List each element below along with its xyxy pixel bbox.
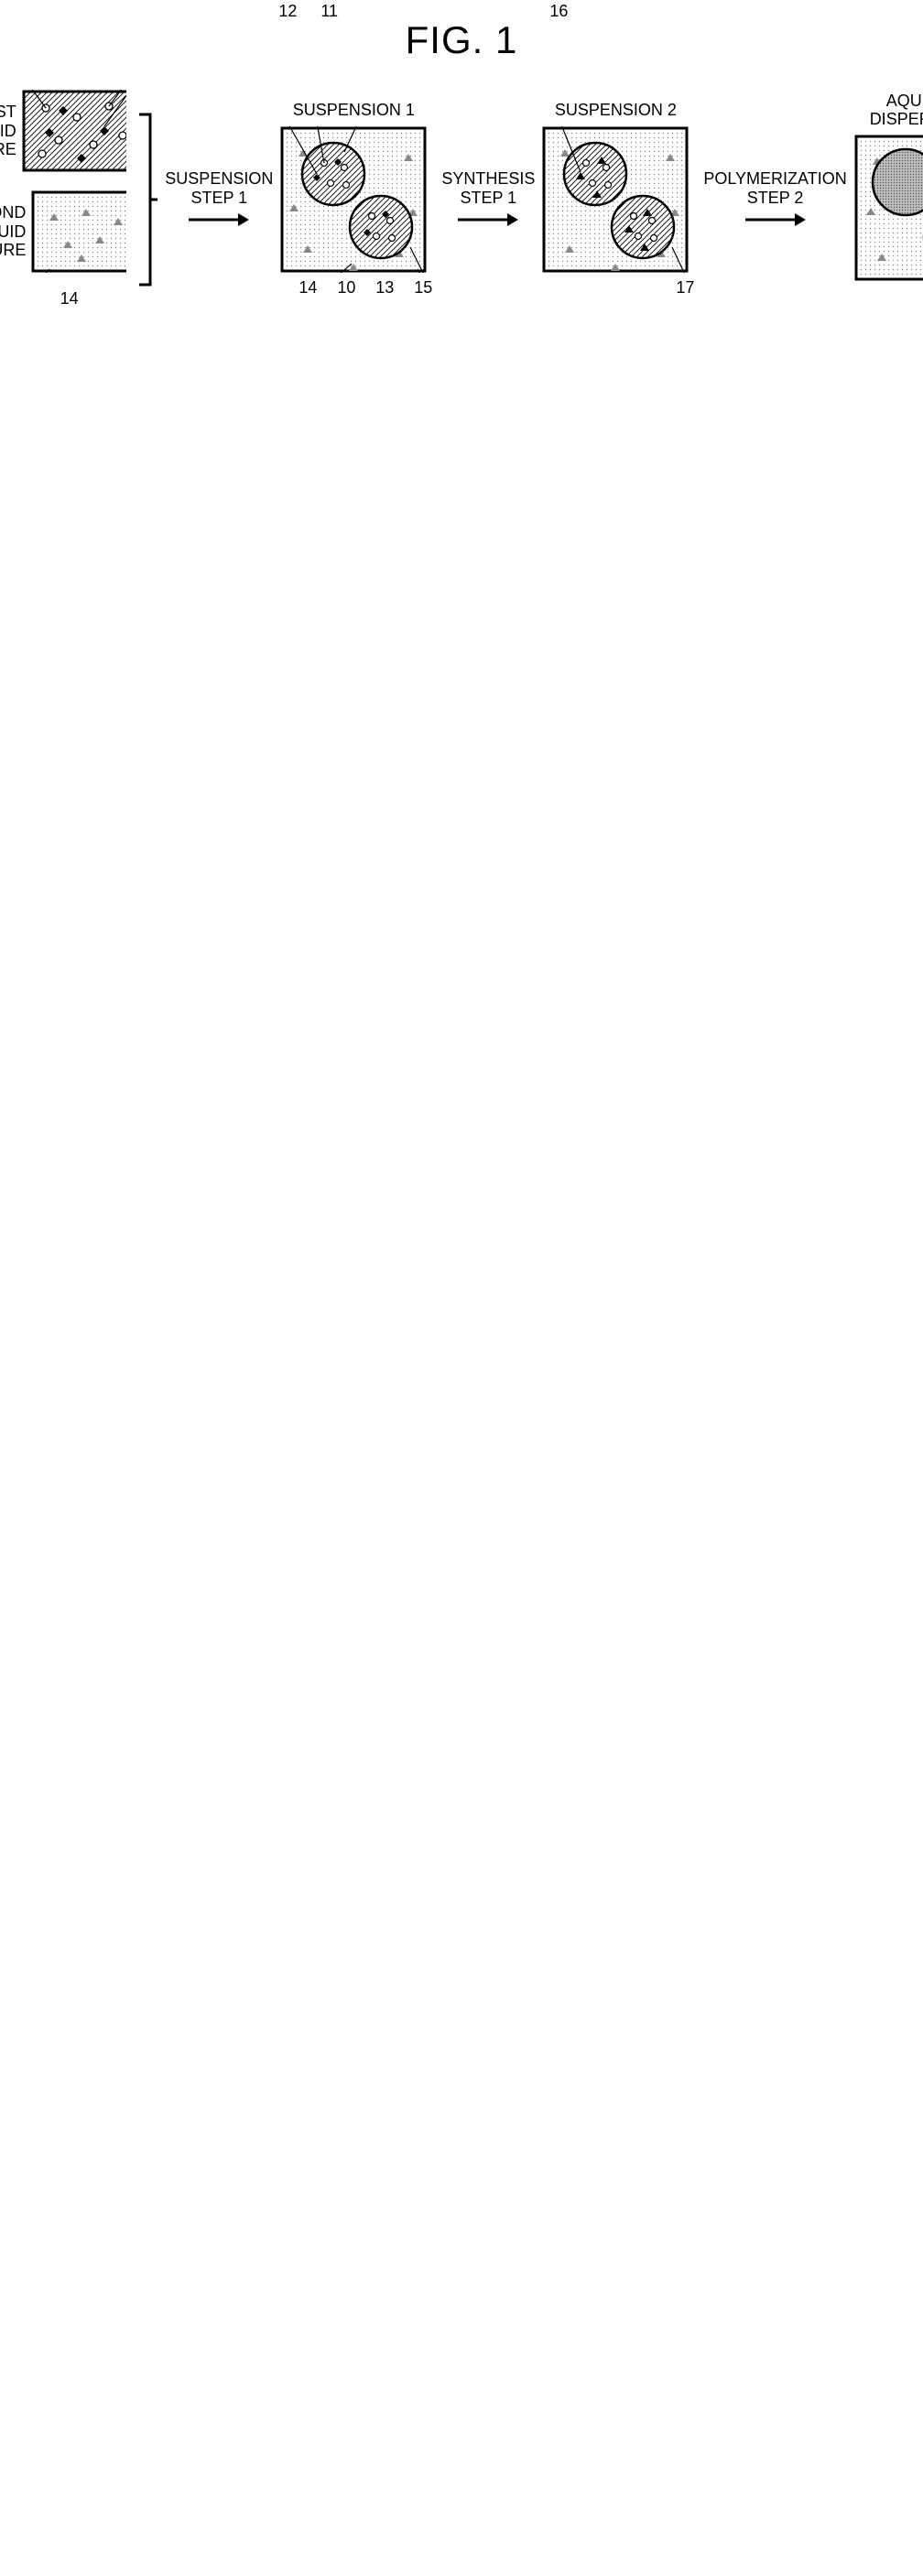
suspension1-svg bbox=[280, 126, 427, 273]
suspension2-svg bbox=[542, 126, 689, 273]
join-bracket bbox=[137, 94, 157, 305]
ref-16: 16 bbox=[549, 2, 568, 20]
ref-15: 15 bbox=[414, 278, 432, 298]
arrow-step3: POLYMERIZATION STEP 2 bbox=[703, 169, 846, 229]
diagram-row: FIRST LIQUID MIXTURE bbox=[0, 90, 923, 308]
input-bottom-refs: 13 14 bbox=[0, 289, 79, 308]
step1-label: SUSPENSION STEP 1 bbox=[165, 169, 273, 207]
first-mixture-svg bbox=[22, 90, 126, 172]
second-mixture-block: SECOND LIQUID MIXTURE bbox=[0, 190, 126, 273]
first-mixture-label: FIRST LIQUID MIXTURE bbox=[0, 103, 16, 159]
step3-label: POLYMERIZATION STEP 2 bbox=[703, 169, 846, 207]
panel-aqueous: AQUEOUS DISPERSION 1 bbox=[854, 92, 923, 306]
first-mixture-label-line1: FIRST LIQUID bbox=[0, 103, 16, 140]
panel3-title: AQUEOUS DISPERSION 1 bbox=[870, 92, 923, 129]
panel3-bottom-refs: 18 bbox=[854, 287, 923, 306]
second-mixture-label-line1: SECOND LIQUID bbox=[0, 203, 26, 241]
ref-14: 14 bbox=[60, 289, 79, 308]
ref-11-b: 11 bbox=[320, 2, 338, 21]
second-mixture-label: SECOND LIQUID MIXTURE bbox=[0, 203, 26, 260]
second-mixture-label-line2: MIXTURE bbox=[0, 241, 26, 260]
ref-12-b: 12 bbox=[278, 2, 297, 21]
first-mixture-block: FIRST LIQUID MIXTURE bbox=[0, 90, 126, 172]
arrow1-svg bbox=[187, 211, 251, 229]
panel-suspension2: SUSPENSION 2 bbox=[542, 101, 689, 298]
arrow3-svg bbox=[744, 211, 808, 229]
figure-1: FIG. 1 FIRST LIQUID MIXTURE bbox=[18, 18, 905, 308]
step2-label: SYNTHESIS STEP 1 bbox=[441, 169, 535, 207]
panel1-title: SUSPENSION 1 bbox=[293, 101, 415, 121]
arrow-step1: SUSPENSION STEP 1 bbox=[165, 169, 273, 229]
second-mixture-svg bbox=[31, 190, 126, 273]
figure-title: FIG. 1 bbox=[406, 18, 518, 62]
input-column: FIRST LIQUID MIXTURE bbox=[0, 90, 126, 308]
panel2-bottom-refs: 17 bbox=[542, 278, 689, 298]
ref-10-b: 10 bbox=[337, 278, 355, 298]
arrow-step2: SYNTHESIS STEP 1 bbox=[441, 169, 535, 229]
panel-suspension1: SUSPENSION 1 bbox=[280, 101, 427, 298]
panel1-bottom-refs: 14 10 13 15 bbox=[280, 278, 427, 298]
aqueous-svg bbox=[854, 135, 923, 281]
ref-17: 17 bbox=[676, 278, 694, 298]
panel1-top-refs: 12 11 bbox=[278, 2, 338, 21]
first-mixture-label-line2: MIXTURE bbox=[0, 140, 16, 159]
panel2-title: SUSPENSION 2 bbox=[555, 101, 677, 121]
arrow2-svg bbox=[456, 211, 520, 229]
ref-13-b: 13 bbox=[375, 278, 394, 298]
ref-14-b: 14 bbox=[299, 278, 317, 298]
panel2-top-refs: 16 bbox=[549, 2, 568, 21]
